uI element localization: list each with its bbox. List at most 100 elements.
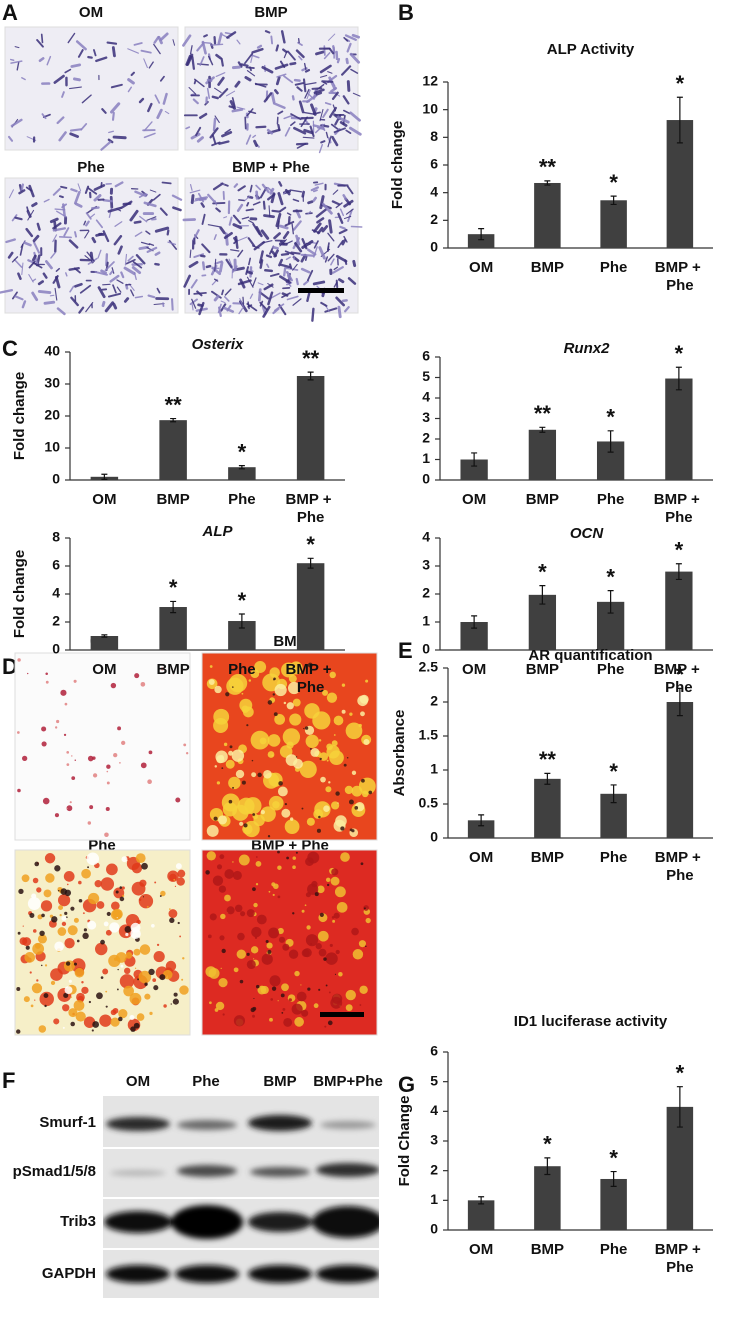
stain-speck	[301, 1009, 309, 1017]
stain-speck	[79, 284, 92, 294]
stain-speck	[124, 926, 132, 933]
stain-speck	[5, 238, 16, 244]
stain-speck	[314, 182, 324, 186]
significance-label: *	[675, 341, 684, 366]
stain-speck	[284, 220, 295, 227]
stain-speck	[16, 61, 20, 71]
image-background	[14, 652, 191, 841]
stain-speck	[272, 246, 279, 250]
stain-speck	[328, 991, 331, 994]
stain-speck	[277, 1000, 279, 1002]
error-bar	[478, 1196, 485, 1205]
stain-speck	[288, 998, 292, 1002]
y-tick-label: 6	[52, 557, 60, 573]
stain-speck	[105, 806, 110, 812]
y-tick-label: 2	[52, 613, 60, 629]
stain-speck	[289, 61, 297, 66]
error-bar	[101, 473, 108, 480]
stain-speck	[236, 106, 246, 110]
bar	[90, 636, 119, 650]
stain-speck	[294, 970, 300, 977]
stain-speck	[347, 209, 353, 223]
stain-speck	[118, 1016, 123, 1022]
alp-stain-images	[0, 26, 363, 322]
stain-speck	[352, 949, 364, 960]
stain-speck	[359, 1004, 362, 1006]
stain-speck	[263, 214, 275, 219]
stain-speck	[81, 980, 84, 984]
significance-label: *	[676, 1061, 685, 1086]
stain-speck	[228, 216, 233, 226]
y-tick-label: 0	[52, 641, 60, 657]
stain-speck	[295, 851, 298, 854]
stain-speck	[252, 813, 256, 816]
stain-speck	[32, 254, 37, 262]
stain-speck	[224, 288, 232, 296]
stain-speck	[209, 665, 213, 668]
stain-speck	[148, 750, 153, 755]
bar	[159, 420, 187, 480]
stain-speck	[166, 229, 170, 236]
stain-speck	[220, 300, 226, 304]
stain-speck	[253, 997, 255, 1000]
stain-speck	[121, 740, 126, 745]
stain-speck	[134, 673, 140, 679]
stain-speck	[183, 274, 191, 288]
error-bar	[544, 772, 551, 785]
stain-speck	[336, 116, 350, 124]
stain-speck	[283, 701, 287, 705]
stain-speck	[332, 189, 339, 195]
stain-speck	[238, 199, 246, 202]
stain-speck	[125, 283, 129, 290]
stain-speck	[305, 934, 319, 947]
stain-speck	[214, 87, 222, 94]
stain-speck	[137, 978, 140, 981]
x-tick-label: BMP	[531, 849, 564, 866]
stain-speck	[70, 188, 78, 193]
stain-speck	[255, 883, 259, 886]
stain-speck	[300, 253, 315, 257]
stain-speck	[315, 50, 325, 56]
stain-speck	[65, 961, 71, 966]
stain-speck	[21, 755, 28, 762]
stain-speck	[246, 724, 249, 727]
stain-speck	[218, 88, 229, 98]
stain-speck	[333, 734, 336, 736]
stain-speck	[163, 1004, 167, 1008]
x-tick-label: OM	[92, 491, 116, 508]
stain-speck	[69, 132, 80, 138]
stain-speck	[255, 984, 260, 989]
lane-label: OM	[126, 1073, 150, 1090]
stain-speck	[189, 183, 193, 191]
stain-speck	[45, 672, 48, 676]
stain-speck	[343, 36, 349, 42]
stain-speck	[120, 271, 125, 279]
stain-speck	[281, 292, 291, 299]
stain-speck	[43, 300, 56, 305]
stain-speck	[303, 279, 310, 286]
stain-speck	[234, 80, 241, 88]
stain-speck	[156, 287, 161, 294]
stain-speck	[291, 1003, 303, 1015]
stain-speck	[232, 861, 234, 863]
protein-label: GAPDH	[42, 1265, 96, 1282]
stain-speck	[282, 728, 301, 746]
stain-speck	[255, 669, 258, 672]
stain-speck	[159, 207, 168, 216]
stain-speck	[206, 78, 213, 83]
stain-speck	[289, 817, 294, 821]
stain-speck	[51, 916, 58, 923]
stain-speck	[237, 932, 245, 941]
stain-speck	[245, 66, 255, 69]
stain-speck	[67, 925, 78, 936]
stain-speck	[64, 911, 68, 915]
stain-speck	[100, 939, 105, 945]
stain-speck	[191, 55, 195, 70]
stain-speck	[295, 277, 299, 286]
x-tick-label: OM	[462, 491, 486, 508]
stain-speck	[248, 257, 252, 266]
stain-speck	[17, 658, 21, 662]
stain-speck	[345, 57, 349, 65]
stain-speck	[349, 52, 361, 64]
stain-speck	[266, 942, 273, 949]
